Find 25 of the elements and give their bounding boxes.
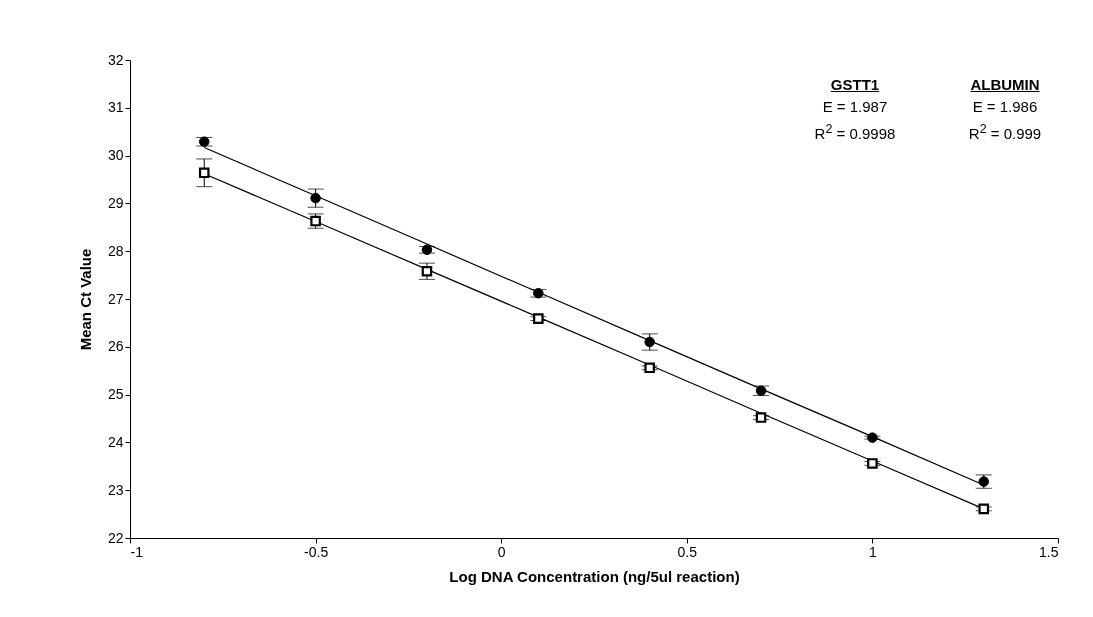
annotation: ALBUMIN bbox=[970, 75, 1040, 95]
annotation: GSTT1 bbox=[830, 75, 880, 95]
y-tick-label: 30 bbox=[107, 147, 124, 164]
y-tick-label: 23 bbox=[107, 481, 124, 498]
y-tick-label: 26 bbox=[107, 338, 124, 355]
x-tick-label: 0 bbox=[497, 543, 506, 560]
x-tick-label: 1 bbox=[869, 543, 877, 560]
annotation: R$^{2}$ = 0.9998 bbox=[814, 121, 896, 144]
x-tick-label: -1 bbox=[130, 543, 144, 560]
y-tick-label: 32 bbox=[107, 51, 124, 68]
y-tick-label: 27 bbox=[107, 290, 124, 307]
y-tick-label: 24 bbox=[107, 433, 124, 450]
y-tick-label: 25 bbox=[107, 386, 124, 403]
x-tick-label: 1.5 bbox=[1039, 543, 1059, 560]
annotation: E = 1.986 bbox=[972, 97, 1038, 117]
x-axis-title: Log DNA Concentration (ng/5ul reaction) bbox=[449, 567, 740, 585]
x-tick-label: 0.5 bbox=[677, 543, 698, 560]
y-tick-label: 31 bbox=[107, 99, 124, 116]
y-tick-label: 28 bbox=[107, 242, 124, 259]
y-tick-label: 29 bbox=[107, 194, 124, 211]
annotation: R$^{2}$ = 0.999 bbox=[968, 121, 1042, 144]
y-tick-label: 22 bbox=[107, 529, 124, 546]
annotation: E = 1.987 bbox=[822, 97, 888, 117]
x-tick-label: -0.5 bbox=[304, 543, 329, 560]
y-axis-title: Mean Ct Value bbox=[76, 248, 94, 351]
